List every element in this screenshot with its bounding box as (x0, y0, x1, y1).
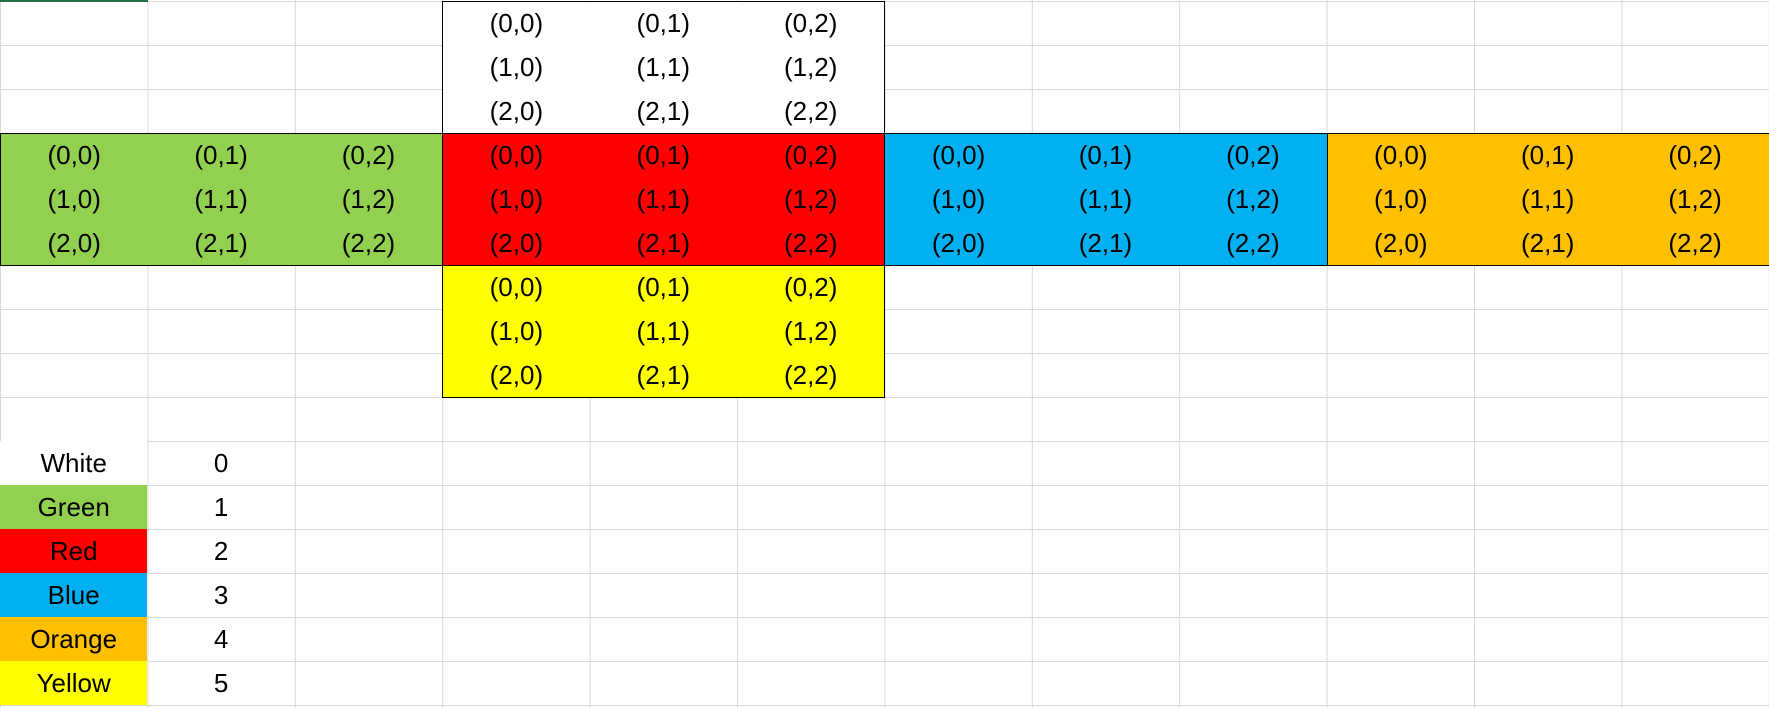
face-white-cell[interactable]: (0,1) (589, 1, 738, 46)
face-red-cell[interactable]: (0,1) (589, 133, 738, 178)
active-cell-indicator (0, 0, 148, 2)
face-white-cell[interactable]: (0,2) (737, 1, 886, 46)
face-red-cell[interactable]: (1,1) (589, 177, 738, 222)
face-green-cell[interactable]: (1,0) (0, 177, 149, 222)
legend-label-orange[interactable]: Orange (0, 617, 148, 661)
face-green-cell[interactable]: (0,0) (0, 133, 149, 178)
face-green-cell[interactable]: (0,1) (147, 133, 296, 178)
legend-label-blue[interactable]: Blue (0, 573, 148, 617)
face-red-cell[interactable]: (2,2) (737, 221, 886, 266)
face-orange-cell[interactable]: (1,1) (1474, 177, 1623, 222)
face-yellow-cell[interactable]: (2,2) (737, 353, 886, 398)
face-yellow-cell[interactable]: (0,0) (442, 265, 591, 310)
face-orange-cell[interactable]: (2,1) (1474, 221, 1623, 266)
face-red-cell[interactable]: (0,0) (442, 133, 591, 178)
face-blue-cell[interactable]: (0,1) (1031, 133, 1181, 178)
face-green-cell[interactable]: (2,2) (294, 221, 444, 266)
legend-value-blue[interactable]: 3 (213, 579, 229, 610)
face-blue-cell[interactable]: (2,1) (1031, 221, 1181, 266)
face-green-cell[interactable]: (1,2) (294, 177, 444, 222)
face-yellow-cell[interactable]: (1,0) (442, 309, 591, 354)
face-orange-cell[interactable]: (2,2) (1621, 221, 1769, 266)
face-orange-cell[interactable]: (1,0) (1326, 177, 1475, 222)
face-blue-cell[interactable]: (1,1) (1031, 177, 1181, 222)
legend-value-orange[interactable]: 4 (213, 623, 229, 654)
face-blue-cell[interactable]: (0,0) (884, 133, 1033, 178)
face-yellow-cell[interactable]: (1,1) (589, 309, 738, 354)
face-green-cell[interactable]: (1,1) (147, 177, 296, 222)
legend-value-white[interactable]: 0 (213, 447, 229, 478)
face-orange-cell[interactable]: (0,0) (1326, 133, 1475, 178)
face-green-cell[interactable]: (2,0) (0, 221, 149, 266)
face-red-cell[interactable]: (2,1) (589, 221, 738, 266)
face-red-cell[interactable]: (0,2) (737, 133, 886, 178)
legend-label-red[interactable]: Red (0, 529, 148, 573)
legend-value-green[interactable]: 1 (213, 491, 229, 522)
face-orange-cell[interactable]: (1,2) (1621, 177, 1769, 222)
face-red-cell[interactable]: (1,0) (442, 177, 591, 222)
face-yellow-cell[interactable]: (2,1) (589, 353, 738, 398)
face-white-cell[interactable]: (2,2) (737, 89, 886, 134)
legend-value-red[interactable]: 2 (213, 535, 229, 566)
face-white-cell[interactable]: (1,1) (589, 45, 738, 90)
face-white-cell[interactable]: (2,1) (589, 89, 738, 134)
legend-label-yellow[interactable]: Yellow (0, 661, 148, 705)
face-yellow-cell[interactable]: (2,0) (442, 353, 591, 398)
legend-label-green[interactable]: Green (0, 485, 148, 529)
face-white-cell[interactable]: (1,0) (442, 45, 591, 90)
face-orange-cell[interactable]: (0,2) (1621, 133, 1769, 178)
face-orange-cell[interactable]: (2,0) (1326, 221, 1475, 266)
face-blue-cell[interactable]: (0,2) (1179, 133, 1328, 178)
face-blue-cell[interactable]: (2,2) (1179, 221, 1328, 266)
legend-value-yellow[interactable]: 5 (213, 667, 229, 698)
face-yellow-cell[interactable]: (0,1) (589, 265, 738, 310)
face-red-cell[interactable]: (1,2) (737, 177, 886, 222)
face-yellow-cell[interactable]: (1,2) (737, 309, 886, 354)
face-green-cell[interactable]: (2,1) (147, 221, 296, 266)
face-orange-cell[interactable]: (0,1) (1474, 133, 1623, 178)
face-white-cell[interactable]: (0,0) (442, 1, 591, 46)
face-white-cell[interactable]: (1,2) (737, 45, 886, 90)
face-blue-cell[interactable]: (2,0) (884, 221, 1033, 266)
face-white-cell[interactable]: (2,0) (442, 89, 591, 134)
face-green-cell[interactable]: (0,2) (294, 133, 444, 178)
legend-label-white[interactable]: White (0, 441, 148, 485)
face-yellow-cell[interactable]: (0,2) (737, 265, 886, 310)
face-blue-cell[interactable]: (1,0) (884, 177, 1033, 222)
face-blue-cell[interactable]: (1,2) (1179, 177, 1328, 222)
face-red-cell[interactable]: (2,0) (442, 221, 591, 266)
